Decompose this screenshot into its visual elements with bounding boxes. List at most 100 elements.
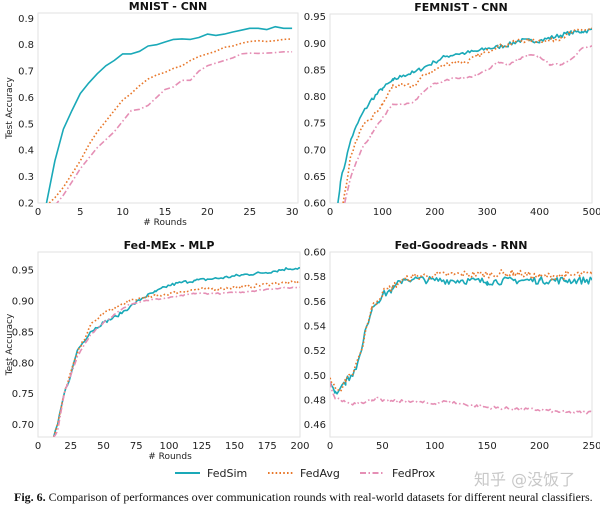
y-axis-label: Test Accuracy — [5, 76, 15, 139]
x-tick-label: 0 — [327, 207, 333, 218]
x-tick-label: 0 — [35, 441, 41, 452]
x-tick-label: 150 — [478, 441, 497, 452]
x-tick-label: 100 — [159, 441, 178, 452]
plot-frame — [37, 12, 299, 204]
x-tick-label: 20 — [201, 207, 214, 218]
series-line-fedavg — [342, 27, 592, 203]
y-tick-label: 0.7 — [18, 67, 34, 78]
x-tick-label: 0 — [35, 207, 41, 218]
series-layer — [45, 25, 293, 203]
x-tick-label: 400 — [530, 207, 549, 218]
series-line-fedsim — [45, 25, 293, 203]
subplot-2: Fed-MEx - MLP 0 25 50 75 100 125 150 175 200 0.70 0… — [5, 239, 310, 462]
y-tick-label: 0.56 — [304, 297, 326, 308]
series-line-fedsim — [330, 275, 592, 395]
y-tick-label: 0.60 — [304, 199, 326, 210]
y-tick-label: 0.9 — [18, 14, 34, 25]
y-tick-label: 0.90 — [12, 296, 34, 307]
y-tick-label: 0.65 — [304, 172, 326, 183]
y-tick-label: 0.85 — [304, 65, 326, 76]
x-tick-label: 25 — [243, 207, 256, 218]
y-tick-label: 0.50 — [304, 371, 326, 382]
subplot-title: FEMNIST - CNN — [414, 1, 507, 14]
y-tick-label: 0.5 — [18, 119, 34, 130]
plot-frame — [37, 251, 301, 438]
y-tick-label: 0.2 — [18, 199, 34, 210]
plot-frame — [329, 13, 593, 204]
series-line-fedprox — [55, 50, 293, 203]
y-tick-label: 0.3 — [18, 172, 34, 183]
y-tick-label: 0.75 — [12, 389, 34, 400]
series-layer — [337, 27, 592, 203]
x-tick-label: 250 — [582, 441, 600, 452]
x-tick-label: 25 — [64, 441, 77, 452]
watermark: 知乎 @没饭了 — [474, 470, 576, 489]
y-tick-label: 0.70 — [304, 145, 326, 156]
legend-item-fedprox: FedProx — [360, 467, 436, 480]
x-tick-label: 15 — [159, 207, 172, 218]
legend-label: FedAvg — [300, 467, 340, 480]
y-tick-label: 0.60 — [304, 248, 326, 259]
y-tick-label: 0.54 — [304, 322, 326, 333]
y-tick-label: 0.52 — [304, 346, 326, 357]
legend: FedSim FedAvg FedProx — [175, 467, 436, 480]
x-tick-label: 125 — [192, 441, 211, 452]
series-line-fedavg — [330, 268, 592, 393]
x-tick-label: 300 — [478, 207, 497, 218]
series-line-fedavg — [52, 280, 300, 437]
series-line-fedprox — [53, 286, 300, 437]
x-axis-label: # Rounds — [148, 452, 192, 462]
y-tick-label: 0.4 — [18, 146, 34, 157]
caption-text: Comparison of performances over communic… — [48, 490, 593, 504]
y-tick-label: 0.48 — [304, 396, 326, 407]
x-tick-label: 500 — [582, 207, 600, 218]
y-tick-label: 0.58 — [304, 272, 326, 283]
x-tick-label: 175 — [258, 441, 277, 452]
subplot-title: MNIST - CNN — [129, 0, 207, 13]
y-tick-label: 0.75 — [304, 119, 326, 130]
series-line-fedavg — [48, 38, 293, 203]
subplot-title: Fed-Goodreads - RNN — [395, 239, 528, 252]
x-tick-label: 75 — [130, 441, 143, 452]
x-tick-label: 50 — [97, 441, 110, 452]
x-tick-label: 100 — [373, 207, 392, 218]
series-layer — [52, 266, 300, 437]
x-tick-label: 200 — [425, 207, 444, 218]
y-axis-label: Test Accuracy — [5, 313, 15, 376]
series-line-fedsim — [52, 266, 300, 437]
x-tick-label: 100 — [425, 441, 444, 452]
x-tick-label: 150 — [225, 441, 244, 452]
x-tick-label: 0 — [327, 441, 333, 452]
y-tick-label: 0.90 — [304, 39, 326, 50]
subplot-1: FEMNIST - CNN 0 100 200 300 400 500 0.60 0.65 0.7… — [304, 1, 600, 218]
x-tick-label: 200 — [530, 441, 549, 452]
plot-frame — [329, 251, 593, 438]
caption-label: Fig. 6. — [14, 490, 46, 504]
y-tick-label: 0.80 — [304, 92, 326, 103]
y-tick-label: 0.80 — [12, 358, 34, 369]
series-line-fedsim — [337, 28, 592, 203]
legend-item-fedavg: FedAvg — [268, 467, 340, 480]
subplot-title: Fed-MEx - MLP — [124, 239, 215, 252]
legend-label: FedProx — [392, 467, 436, 480]
series-line-fedprox — [343, 44, 592, 203]
legend-item-fedsim: FedSim — [175, 467, 247, 480]
y-tick-label: 0.6 — [18, 93, 34, 104]
y-tick-label: 0.8 — [18, 40, 34, 51]
y-tick-label: 0.85 — [12, 327, 34, 338]
x-tick-label: 200 — [290, 441, 309, 452]
x-axis-label: # Rounds — [143, 218, 187, 228]
y-tick-label: 0.70 — [12, 420, 34, 431]
x-tick-label: 10 — [116, 207, 129, 218]
x-tick-label: 30 — [286, 207, 299, 218]
figure-caption: Fig. 6. Comparison of performances over … — [14, 490, 593, 505]
x-tick-label: 50 — [376, 441, 389, 452]
series-line-fedprox — [330, 381, 592, 415]
subplot-3: Fed-Goodreads - RNN 0 50 100 150 200 250 0.46 0.… — [304, 239, 600, 452]
legend-label: FedSim — [207, 467, 247, 480]
subplot-0: MNIST - CNN 0 5 10 15 20 25 30 0.2 0.3 0.4 0.5 0.6 0.… — [5, 0, 299, 228]
y-tick-label: 0.95 — [304, 12, 326, 23]
series-layer — [330, 268, 592, 415]
x-tick-label: 5 — [77, 207, 83, 218]
